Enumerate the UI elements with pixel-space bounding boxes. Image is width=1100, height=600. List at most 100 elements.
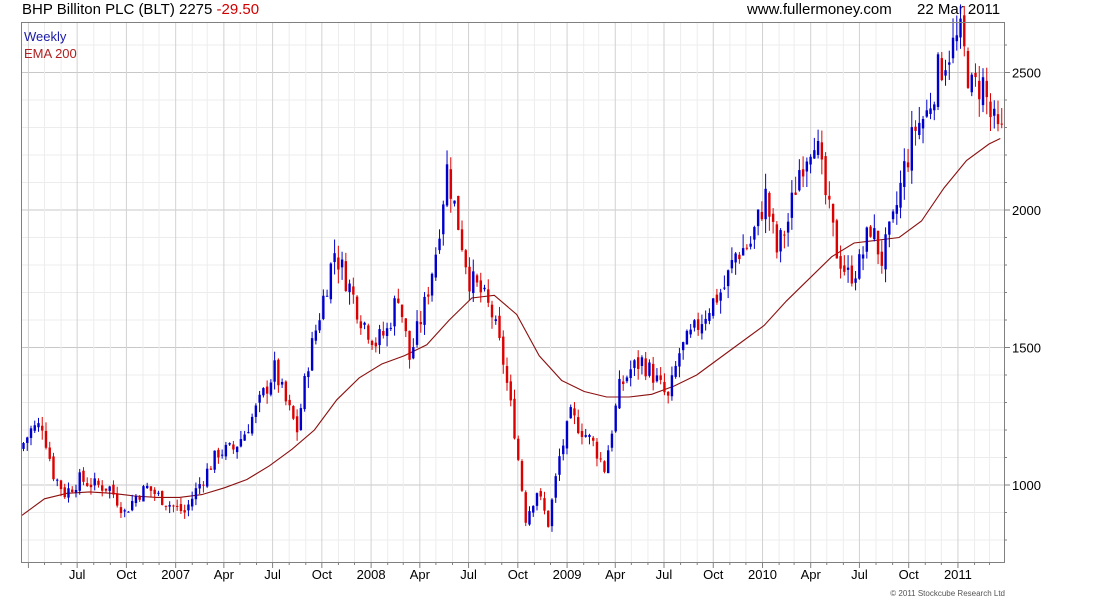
x-tick-label: 2009 xyxy=(553,567,582,582)
candle-body xyxy=(86,483,89,486)
candle-body xyxy=(708,312,711,321)
candle-body xyxy=(906,162,910,168)
candle-body xyxy=(783,234,786,236)
candle-body xyxy=(153,489,156,494)
candle-body xyxy=(910,127,913,171)
candle-body xyxy=(329,263,333,300)
candle-body xyxy=(723,287,726,289)
candle-body xyxy=(700,324,704,334)
candle-body xyxy=(460,229,464,251)
candle-body xyxy=(352,286,355,295)
site-link[interactable]: www.fullermoney.com xyxy=(747,1,892,18)
candle-body xyxy=(78,472,81,491)
candle-body xyxy=(753,227,756,240)
candle-body xyxy=(243,434,246,441)
candle-body xyxy=(116,493,119,506)
candle-body xyxy=(280,381,284,385)
candle-body xyxy=(666,391,670,396)
candle-body xyxy=(288,399,291,406)
x-tick-label: Oct xyxy=(508,567,529,582)
candle-body xyxy=(655,375,659,382)
candle-body xyxy=(172,505,175,507)
candle-body xyxy=(149,486,153,491)
candle-body xyxy=(487,289,490,303)
candle-body xyxy=(978,80,981,100)
candle-body xyxy=(828,195,831,200)
candle-body xyxy=(284,381,288,402)
candle-body xyxy=(809,156,812,165)
candle-body xyxy=(681,342,685,351)
candle-body xyxy=(269,382,273,395)
candle-body xyxy=(779,230,782,252)
y-tick-label: 1000 xyxy=(1012,478,1041,493)
candle-body xyxy=(846,267,850,270)
candle-body xyxy=(696,319,700,330)
x-tick-label: 2007 xyxy=(161,567,190,582)
ema-200-line xyxy=(21,138,1001,516)
candle-body xyxy=(93,478,96,486)
candle-body xyxy=(292,405,295,419)
x-tick-label: 2011 xyxy=(944,567,972,582)
candle-body xyxy=(858,254,861,279)
y-tick-label: 1500 xyxy=(1012,341,1041,356)
candle-body xyxy=(820,142,824,160)
candle-body xyxy=(801,169,805,177)
candle-body xyxy=(434,254,437,278)
candle-body xyxy=(640,357,644,366)
candle-body xyxy=(944,70,947,76)
candle-body xyxy=(194,488,198,500)
candle-body xyxy=(190,498,194,507)
candle-body xyxy=(921,118,925,129)
x-tick-label: Apr xyxy=(801,567,822,582)
x-tick-label: Apr xyxy=(605,567,626,582)
candle-body xyxy=(726,270,730,287)
candle-body xyxy=(547,510,550,527)
candle-body xyxy=(850,265,854,284)
candle-body xyxy=(179,504,183,512)
candle-body xyxy=(138,496,141,500)
candle-body xyxy=(187,504,190,511)
candle-body xyxy=(715,294,719,303)
candle-body xyxy=(468,266,471,292)
candle-body xyxy=(651,363,655,383)
x-tick-label: Jul xyxy=(69,567,86,582)
candle-body xyxy=(348,283,351,293)
candle-body xyxy=(374,342,378,347)
candle-body xyxy=(322,295,325,319)
candle-body xyxy=(404,318,408,332)
candle-body xyxy=(502,336,505,365)
candle-body xyxy=(730,260,734,269)
candle-body xyxy=(880,251,884,266)
candle-body xyxy=(543,498,546,511)
candle-body xyxy=(517,438,520,460)
candle-body xyxy=(824,156,827,196)
candle-body xyxy=(213,450,216,470)
candle-body xyxy=(97,480,100,485)
candle-body xyxy=(955,35,958,42)
candle-body xyxy=(865,227,869,252)
candle-body xyxy=(41,425,44,431)
candle-body xyxy=(629,369,632,379)
candle-body xyxy=(355,296,359,320)
candle-body xyxy=(550,499,554,527)
x-tick-label: Jul xyxy=(656,567,673,582)
candle-body xyxy=(235,446,239,453)
candle-body xyxy=(891,211,895,220)
candle-body xyxy=(768,192,771,217)
candle-body xyxy=(798,170,801,191)
candle-body xyxy=(228,443,231,445)
candle-body xyxy=(693,320,696,328)
chart-date: 22 Mar 2011 xyxy=(917,1,1001,18)
candle-body xyxy=(453,200,456,204)
candle-body xyxy=(254,405,258,417)
candle-body xyxy=(813,150,816,159)
candle-body xyxy=(63,487,66,498)
candle-body xyxy=(689,329,692,335)
x-axis: Jul Oct 2007 Apr Jul Oct 2008 Apr Jul Oct 2009 Apr J… xyxy=(27,562,991,582)
candle-body xyxy=(247,432,250,434)
candle-body xyxy=(595,441,599,459)
candle-body xyxy=(307,371,310,378)
candle-body xyxy=(314,330,318,341)
candle-body xyxy=(663,381,666,393)
